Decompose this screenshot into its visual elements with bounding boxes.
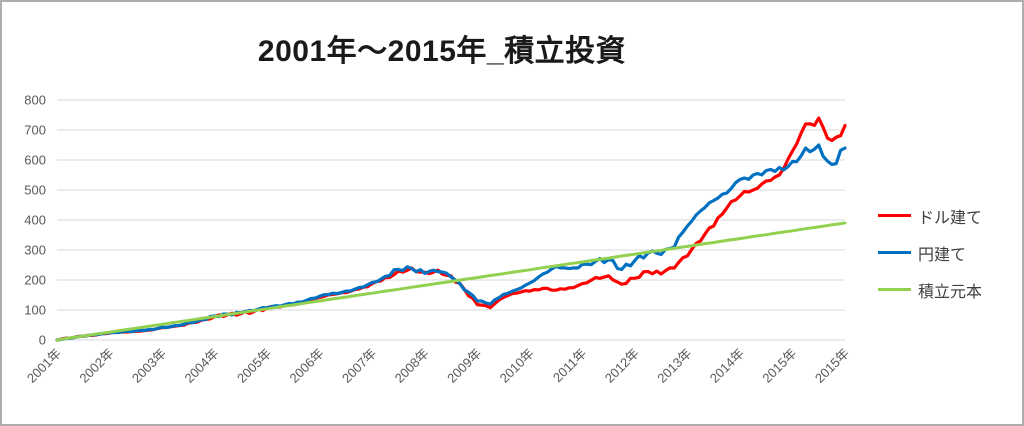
x-axis-tick-label: 2013年 bbox=[654, 346, 694, 386]
x-axis-tick-label: 2001年 bbox=[24, 346, 64, 386]
x-axis-tick-label: 2015年 bbox=[812, 346, 852, 386]
x-axis-tick-label: 2008年 bbox=[392, 346, 432, 386]
x-axis-tick-label: 2007年 bbox=[339, 346, 379, 386]
chart-title: 2001年～2015年_積立投資 bbox=[257, 35, 627, 68]
y-axis-tick-label: 200 bbox=[24, 273, 46, 288]
y-axis-tick-label: 400 bbox=[24, 213, 46, 228]
y-axis-tick-label: 800 bbox=[24, 93, 46, 108]
x-axis-tick-label: 2002年 bbox=[76, 346, 116, 386]
x-axis-tick-label: 2012年 bbox=[602, 346, 642, 386]
y-axis-tick-label: 600 bbox=[24, 153, 46, 168]
x-axis-tick-label: 2006年 bbox=[287, 346, 327, 386]
legend-item-dollar: ドル建て bbox=[878, 197, 982, 234]
series-line-yen bbox=[55, 143, 847, 342]
series-line-dollar bbox=[55, 116, 847, 342]
legend-label-dollar: ドル建て bbox=[918, 209, 983, 227]
legend-swatch-dollar-line bbox=[878, 214, 911, 217]
y-axis-tick-label: 700 bbox=[24, 123, 46, 138]
x-axis-tick-label: 2004年 bbox=[181, 346, 221, 386]
x-axis-tick-label: 2010年 bbox=[497, 346, 537, 386]
x-axis-tick-label: 2005年 bbox=[234, 346, 274, 386]
legend-swatch-yen-line bbox=[878, 251, 911, 254]
y-axis-tick-label: 100 bbox=[24, 303, 46, 318]
x-axis-tick-label: 2009年 bbox=[444, 346, 484, 386]
y-axis-tick-label: 500 bbox=[24, 183, 46, 198]
legend-swatch-principal-line bbox=[878, 288, 911, 291]
x-axis-tick-label: 2011年 bbox=[550, 346, 590, 386]
legend-label-principal: 積立元本 bbox=[918, 283, 983, 301]
legend-item-principal: 積立元本 bbox=[878, 271, 982, 308]
legend-label-yen: 円建て bbox=[918, 246, 967, 264]
x-axis-tick-label: 2014年 bbox=[707, 346, 747, 386]
y-axis-tick-label: 0 bbox=[39, 333, 46, 348]
x-axis-tick-label: 2015年 bbox=[759, 346, 799, 386]
legend-item-yen: 円建て bbox=[878, 234, 982, 271]
series-line-principal bbox=[55, 221, 847, 342]
x-axis-tick-label: 2003年 bbox=[129, 346, 169, 386]
y-axis-tick-label: 300 bbox=[24, 243, 46, 258]
chart-legend: ドル建て 円建て 積立元本 bbox=[878, 197, 982, 308]
